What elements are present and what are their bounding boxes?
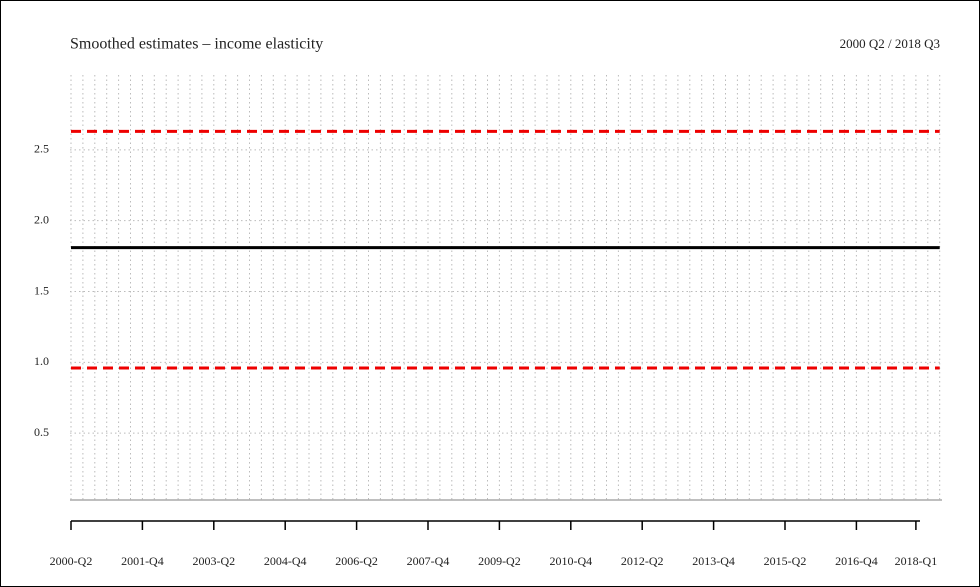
y-tick-label: 0.5 bbox=[34, 425, 49, 439]
x-tick-label: 2009-Q2 bbox=[478, 554, 521, 568]
x-tick-label: 2003-Q2 bbox=[192, 554, 235, 568]
x-tick-label: 2013-Q4 bbox=[692, 554, 735, 568]
x-tick-label: 2018-Q1 bbox=[895, 554, 938, 568]
x-tick-label: 2016-Q4 bbox=[835, 554, 878, 568]
x-tick-label: 2007-Q4 bbox=[407, 554, 450, 568]
chart-title: Smoothed estimates – income elasticity bbox=[70, 36, 323, 53]
x-tick-label: 2015-Q2 bbox=[764, 554, 807, 568]
period-annotation: 2000 Q2 / 2018 Q3 bbox=[840, 36, 940, 51]
x-tick-label: 2010-Q4 bbox=[549, 554, 592, 568]
x-tick-label: 2012-Q2 bbox=[621, 554, 664, 568]
y-tick-label: 1.0 bbox=[34, 354, 49, 368]
x-tick-label: 2006-Q2 bbox=[335, 554, 378, 568]
y-tick-label: 2.5 bbox=[34, 142, 49, 156]
x-tick-label: 2001-Q4 bbox=[121, 554, 164, 568]
y-tick-label: 1.5 bbox=[34, 283, 49, 297]
x-tick-label: 2000-Q2 bbox=[50, 554, 93, 568]
x-tick-label: 2004-Q4 bbox=[264, 554, 307, 568]
y-tick-label: 2.0 bbox=[34, 212, 49, 226]
